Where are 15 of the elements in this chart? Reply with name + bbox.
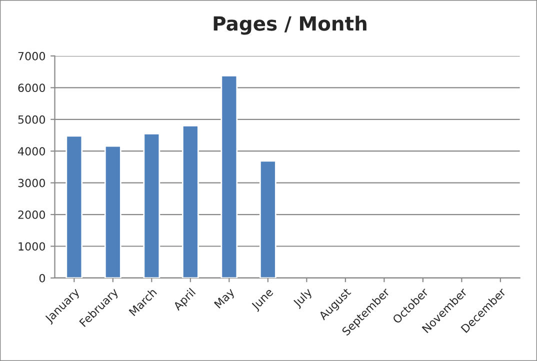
bar: [104, 145, 122, 278]
y-tick-label: 1000: [18, 242, 46, 251]
chart-title: Pages / Month: [214, 16, 366, 35]
bar: [66, 135, 83, 278]
bar: [143, 132, 160, 278]
bar: [220, 74, 238, 278]
bar: [259, 160, 276, 278]
y-tick-label: 2000: [18, 210, 46, 219]
y-tick-label: 4000: [18, 147, 46, 156]
y-tick-label: 5000: [18, 115, 46, 124]
y-tick-label: 6000: [18, 84, 46, 92]
y-tick-label: 0: [39, 274, 46, 282]
y-tick-label: 7000: [18, 52, 46, 60]
bar: [182, 125, 199, 278]
y-tick-label: 3000: [18, 178, 46, 188]
